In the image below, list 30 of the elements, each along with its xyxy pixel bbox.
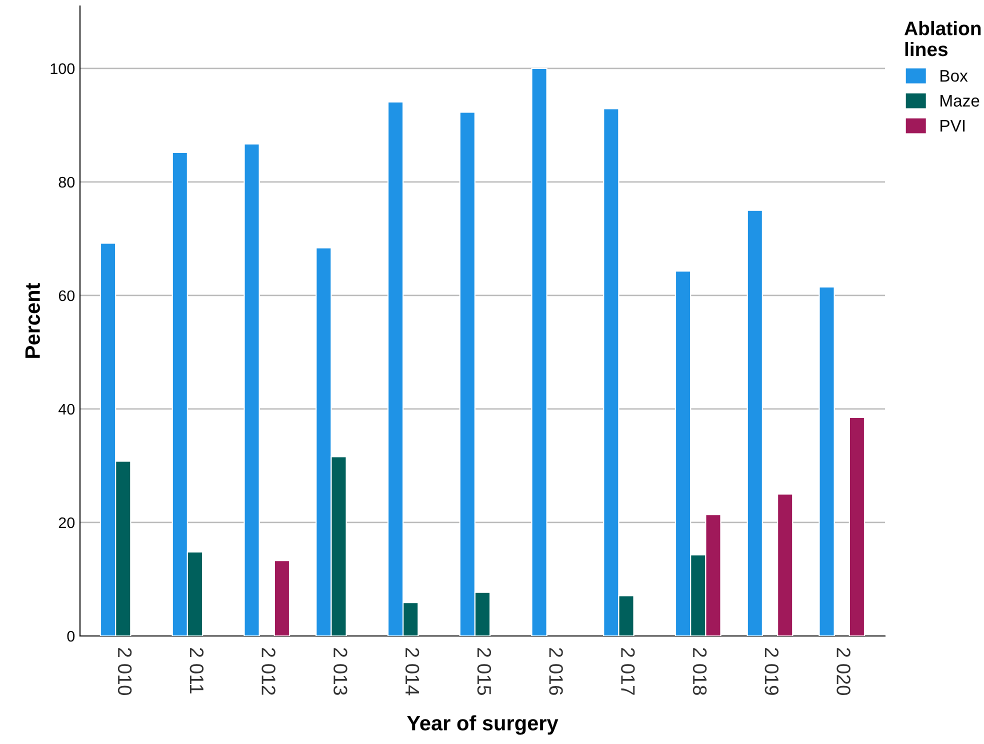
y-tick-label: 0 — [67, 630, 75, 642]
bar — [818, 286, 835, 636]
y-axis-title: Percent — [25, 283, 40, 358]
x-tick-label: 2 019 — [764, 648, 779, 695]
x-tick-label: 2 013 — [334, 648, 348, 695]
x-tick-label: 2 017 — [621, 648, 635, 695]
x-tick-label: 2 011 — [190, 648, 204, 694]
x-tick-label: 2 012 — [262, 648, 276, 695]
y-tick-label: 20 — [58, 517, 75, 528]
bar — [746, 210, 764, 636]
bar — [274, 560, 290, 636]
x-tick-label: 2 018 — [692, 648, 707, 695]
x-tick-label: 2 014 — [405, 648, 420, 696]
bar — [244, 143, 260, 636]
x-axis-title: Year of surgery — [407, 715, 558, 735]
x-tick-label: 2 015 — [477, 648, 492, 695]
x-tick-label: 2 020 — [836, 648, 850, 696]
y-tick-label: 60 — [58, 290, 75, 302]
legend-title: Ablation lines — [904, 21, 981, 56]
legend-label: Maze — [940, 95, 980, 107]
x-tick-label: 2 010 — [118, 648, 132, 696]
bar — [531, 68, 548, 636]
y-tick-label: 40 — [58, 404, 75, 415]
bar — [848, 416, 866, 636]
y-tick-label: 80 — [58, 176, 75, 188]
y-tick-label: 100 — [50, 63, 75, 74]
legend-label: Box — [940, 70, 968, 82]
legend-label: PVI — [940, 120, 965, 132]
bar — [776, 494, 794, 636]
x-tick-label: 2 016 — [549, 648, 563, 695]
